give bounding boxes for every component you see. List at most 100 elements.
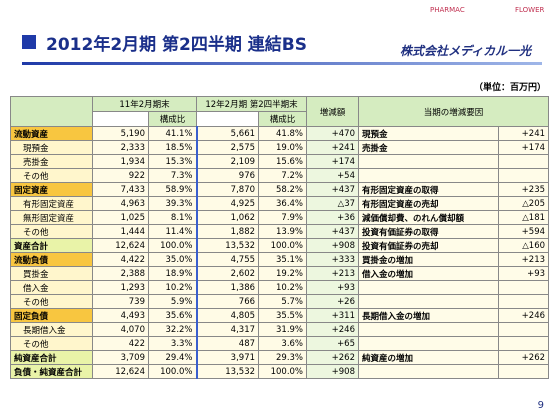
- cell: +93: [306, 280, 360, 295]
- cell: +26: [306, 294, 360, 309]
- cell: 1,025: [92, 210, 149, 225]
- cell: 39.3%: [147, 196, 198, 211]
- table-row: 現預金 2,333 18.5% 2,575 19.0% +241 売掛金 +174: [10, 140, 550, 155]
- cell: 36.4%: [258, 196, 308, 211]
- row-label: その他: [10, 224, 93, 239]
- cell: 2,575: [195, 140, 260, 155]
- cell: +213: [306, 266, 360, 281]
- factor: 現預金: [358, 126, 500, 141]
- header-cell: 12年2月期 第2四半期末: [196, 96, 308, 112]
- cell: 35.6%: [147, 308, 198, 323]
- factor: [358, 280, 500, 295]
- cell: 4,317: [195, 322, 260, 337]
- cell: 1,444: [92, 224, 149, 239]
- table-row: 有形固定資産 4,963 39.3% 4,925 36.4% △37 有形固定資産の売却 △2…: [10, 196, 550, 211]
- cell: 100.0%: [258, 364, 308, 379]
- cell: 15.6%: [258, 154, 308, 169]
- cell: +65: [306, 336, 360, 351]
- logo-text: PHARMAC: [430, 6, 465, 14]
- cell: 11.4%: [147, 224, 198, 239]
- cell: 2,109: [195, 154, 260, 169]
- cell: 4,070: [92, 322, 149, 337]
- cell: 4,755: [195, 252, 260, 267]
- cell: 100.0%: [147, 238, 198, 253]
- row-label: 売掛金: [10, 154, 93, 169]
- header-cell: [10, 96, 93, 127]
- cell: 1,293: [92, 280, 149, 295]
- factor-value: [498, 336, 550, 351]
- table-row: 売掛金 1,934 15.3% 2,109 15.6% +174: [10, 154, 550, 169]
- cell: 12,624: [92, 238, 149, 253]
- factor: 投資有価証券の売却: [358, 238, 500, 253]
- row-label: 買掛金: [10, 266, 93, 281]
- cell: 12,624: [92, 364, 149, 379]
- cell: +470: [306, 126, 360, 141]
- factor: [358, 294, 500, 309]
- row-label: 借入金: [10, 280, 93, 295]
- table-row: 買掛金 2,388 18.9% 2,602 19.2% +213 借入金の増加 +93: [10, 266, 550, 281]
- cell: 5,190: [92, 126, 149, 141]
- factor-value: [498, 154, 550, 169]
- cell: +311: [306, 308, 360, 323]
- cell: 739: [92, 294, 149, 309]
- row-label: 長期借入金: [10, 322, 93, 337]
- factor-value: △181: [498, 210, 550, 225]
- row-label: 資産合計: [10, 238, 93, 253]
- cell: 2,602: [195, 266, 260, 281]
- table-row: その他 739 5.9% 766 5.7% +26: [10, 294, 550, 309]
- factor: [358, 364, 500, 379]
- company-name: 株式会社メディカル一光: [400, 44, 532, 58]
- factor: [358, 322, 500, 337]
- unit-note: （単位：百万円）: [473, 83, 546, 93]
- row-label: 流動負債: [10, 252, 93, 267]
- title-underline: [22, 62, 542, 65]
- cell: 100.0%: [258, 238, 308, 253]
- header-cell: 増減額: [306, 96, 360, 127]
- table-row: 流動資産 5,190 41.1% 5,661 41.8% +470 現預金 +241: [10, 126, 550, 141]
- cell: 2,388: [92, 266, 149, 281]
- cell: 19.0%: [258, 140, 308, 155]
- table-row: 借入金 1,293 10.2% 1,386 10.2% +93: [10, 280, 550, 295]
- cell: 4,963: [92, 196, 149, 211]
- factor-value: +174: [498, 140, 550, 155]
- table-row: 資産合計 12,624 100.0% 13,532 100.0% +908 投資有価証券の売…: [10, 238, 550, 253]
- factor-value: [498, 322, 550, 337]
- factor-value: +213: [498, 252, 550, 267]
- row-label: 無形固定資産: [10, 210, 93, 225]
- cell: 31.9%: [258, 322, 308, 337]
- row-label: 負債・純資産合計: [10, 364, 93, 379]
- cell: 3.3%: [147, 336, 198, 351]
- row-label: その他: [10, 294, 93, 309]
- cell: 29.4%: [147, 350, 198, 365]
- cell: 3.6%: [258, 336, 308, 351]
- cell: +908: [306, 238, 360, 253]
- cell: 1,062: [195, 210, 260, 225]
- page-number: 9: [537, 400, 544, 411]
- factor: [358, 336, 500, 351]
- cell: 32.2%: [147, 322, 198, 337]
- cell: 7,870: [195, 182, 260, 197]
- table-row: 無形固定資産 1,025 8.1% 1,062 7.9% +36 減価償却費、のれん償却額 △…: [10, 210, 550, 225]
- cell: +36: [306, 210, 360, 225]
- table-row: 流動負債 4,422 35.0% 4,755 35.1% +333 買掛金の増加 +213: [10, 252, 550, 267]
- row-label: 純資産合計: [10, 350, 93, 365]
- cell: △37: [306, 196, 360, 211]
- cell: 4,805: [195, 308, 260, 323]
- cell: 10.2%: [147, 280, 198, 295]
- table-row: その他 422 3.3% 487 3.6% +65: [10, 336, 550, 351]
- table-row: 純資産合計 3,709 29.4% 3,971 29.3% +262 純資産の増加 +262: [10, 350, 550, 365]
- cell: 766: [195, 294, 260, 309]
- cell: 5.7%: [258, 294, 308, 309]
- cell: 1,386: [195, 280, 260, 295]
- title: 2012年2月期 第2四半期 連結BS: [46, 35, 308, 55]
- factor-value: +594: [498, 224, 550, 239]
- factor-value: +93: [498, 266, 550, 281]
- cell: 487: [195, 336, 260, 351]
- cell: +241: [306, 140, 360, 155]
- cell: +54: [306, 168, 360, 183]
- cell: 4,493: [92, 308, 149, 323]
- cell: 422: [92, 336, 149, 351]
- factor-value: [498, 364, 550, 379]
- cell: 41.1%: [147, 126, 198, 141]
